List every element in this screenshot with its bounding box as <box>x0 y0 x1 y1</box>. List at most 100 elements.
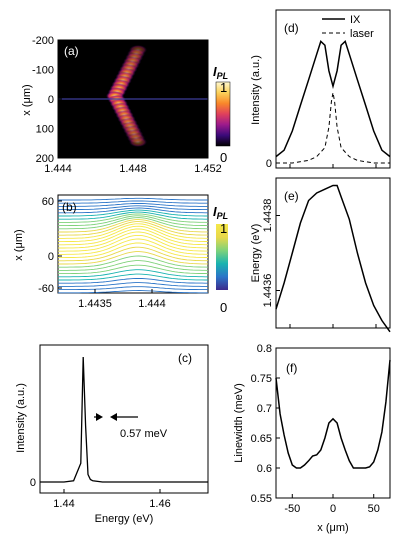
panel-e-axes: 1.4438 1.4436 <box>262 199 377 328</box>
panel-b-trace <box>58 273 208 281</box>
panel-a-ytick-label: -200 <box>32 35 54 47</box>
panel-b-trace <box>58 223 208 239</box>
panel-a-ylabel: x (μm) <box>21 84 33 115</box>
panel-b-trace <box>58 282 208 287</box>
panel-b-trace <box>58 231 208 249</box>
panel-d-ix-line <box>275 40 391 158</box>
panel-d-ytick-label: 0 <box>266 158 272 170</box>
panel-b-trace <box>58 211 208 220</box>
panel-f-line <box>275 359 391 469</box>
panel-b-ylabel: x (μm) <box>13 229 25 260</box>
panel-b-trace <box>58 255 209 268</box>
panel-b-waterfall <box>58 197 209 294</box>
panel-c-spectrum <box>40 356 208 483</box>
panel-b-xtick-label: 1.444 <box>138 298 166 310</box>
panel-b-trace <box>58 228 208 246</box>
panel-c-annotation: 0.57 meV <box>120 428 168 440</box>
panel-c: 1.44 1.46 0 (c) 0.57 meV Energy (eV) Inten… <box>15 344 209 525</box>
panel-b-trace <box>58 215 209 227</box>
panel-b-trace <box>58 269 208 278</box>
panel-b-colorbar <box>216 224 228 290</box>
panel-a-axes: 1.444 1.448 1.452 -200 -100 0 100 200 <box>32 35 222 175</box>
panel-b-colorbar-title: IPL <box>213 204 228 221</box>
panel-a-xtick-label: 1.448 <box>119 163 147 175</box>
panel-f-label: (f) <box>286 361 297 375</box>
panel-b-trace <box>58 221 208 236</box>
panel-a-heatmap <box>58 45 208 147</box>
panel-f-ytick-label: 0.8 <box>257 343 272 355</box>
panel-a-xtick-label: 1.452 <box>194 163 222 175</box>
panel-c-xlabel: Energy (eV) <box>95 513 154 525</box>
panel-c-xtick-label: 1.44 <box>53 498 74 510</box>
panel-d-label: (d) <box>284 21 299 35</box>
panel-b-trace <box>58 246 208 262</box>
panel-f-ytick-label: 0.55 <box>251 493 272 505</box>
panel-c-axes: 1.44 1.46 0 <box>30 477 171 510</box>
panel-b-trace <box>58 290 208 294</box>
panel-f-xlabel: x (μm) <box>317 522 348 534</box>
panel-b-trace <box>58 219 208 233</box>
panel-e-label: (e) <box>284 189 299 203</box>
panel-e-ytick-label: 1.4438 <box>262 199 274 233</box>
panel-e-ylabel: Energy (eV) <box>250 224 262 283</box>
panel-b-trace <box>58 209 208 217</box>
panel-f-axes: 0.8 0.75 0.7 0.65 0.6 0.55 -50 0 50 <box>251 343 380 515</box>
panel-c-ytick-label: 0 <box>30 477 36 489</box>
panel-b-trace <box>58 205 208 211</box>
panel-f-ytick-label: 0.75 <box>251 373 272 385</box>
panel-c-label: (c) <box>178 351 192 365</box>
panel-f-ytick-label: 0.65 <box>251 433 272 445</box>
panel-b-trace <box>58 277 208 284</box>
panel-b-trace <box>58 225 208 243</box>
panel-f: 0.8 0.75 0.7 0.65 0.6 0.55 -50 0 50 (f) x (μm) L… <box>233 343 391 534</box>
panel-a-ytick-label: 100 <box>36 124 54 136</box>
panel-a-colorbar-title: IPL <box>213 64 228 81</box>
panel-c-ylabel: Intensity (a.u.) <box>15 383 27 453</box>
panel-d-ylabel: Intensity (a.u.) <box>250 55 262 125</box>
panel-b-ytick-label: -60 <box>38 283 54 295</box>
panel-b-colorbar-min: 0 <box>220 300 227 315</box>
panel-b-ytick-label: 60 <box>42 196 54 208</box>
panel-f-xtick-label: 50 <box>368 503 380 515</box>
panel-d: 0 (d) IX laser Intensity (a.u.) <box>250 9 391 170</box>
panel-d-axes: 0 <box>266 158 377 170</box>
panel-a: (a) 1.444 1.448 1.452 -200 -100 0 100 200 x (μm… <box>21 35 231 175</box>
panel-a-label: (a) <box>64 44 79 58</box>
panel-d-legend-laser: laser <box>350 28 374 40</box>
panel-f-ytick-label: 0.6 <box>257 463 272 475</box>
panel-c-xtick-label: 1.46 <box>149 498 170 510</box>
panel-b-trace <box>58 203 208 207</box>
panel-e-line <box>275 184 391 333</box>
panel-b-trace <box>58 234 208 252</box>
panel-b-trace <box>58 260 209 271</box>
panel-b-xtick-label: 1.4435 <box>78 298 112 310</box>
panel-b-trace <box>58 251 208 265</box>
panel-a-ytick-label: 0 <box>48 94 54 106</box>
panel-b-axes: 60 0 -60 1.4435 1.444 <box>38 196 166 310</box>
panel-b-trace <box>58 242 208 259</box>
panel-a-ytick-label: -100 <box>32 65 54 77</box>
panel-f-xtick-label: 0 <box>330 503 336 515</box>
panel-b-colorbar-max: 1 <box>220 221 227 236</box>
panel-d-laser-line <box>276 92 390 164</box>
panel-b-trace <box>58 213 209 223</box>
panel-b-label: (b) <box>62 200 77 214</box>
panel-a-colorbar <box>215 81 231 147</box>
panel-b-ytick-label: 0 <box>48 251 54 263</box>
panel-a-ytick-label: 200 <box>36 153 54 165</box>
panel-b-trace <box>58 200 208 204</box>
panel-a-colorbar-min: 0 <box>220 150 227 165</box>
panel-d-legend-ix: IX <box>350 14 361 26</box>
panel-a-xtick-label: 1.444 <box>44 163 72 175</box>
panel-b-trace <box>58 197 208 201</box>
panel-f-xtick-label: -50 <box>284 503 300 515</box>
panel-b-trace <box>58 207 208 214</box>
panel-b: (b) 60 0 -60 1.4435 1.444 x (μm) IPL 1 0 <box>13 194 228 315</box>
panel-c-arrowhead-left <box>96 413 103 421</box>
panel-c-frame <box>39 344 209 494</box>
panel-b-trace <box>58 217 209 230</box>
panel-e-ytick-label: 1.4436 <box>262 274 274 308</box>
panel-f-ylabel: Linewidth (meV) <box>233 383 245 462</box>
panel-b-trace <box>58 238 208 255</box>
